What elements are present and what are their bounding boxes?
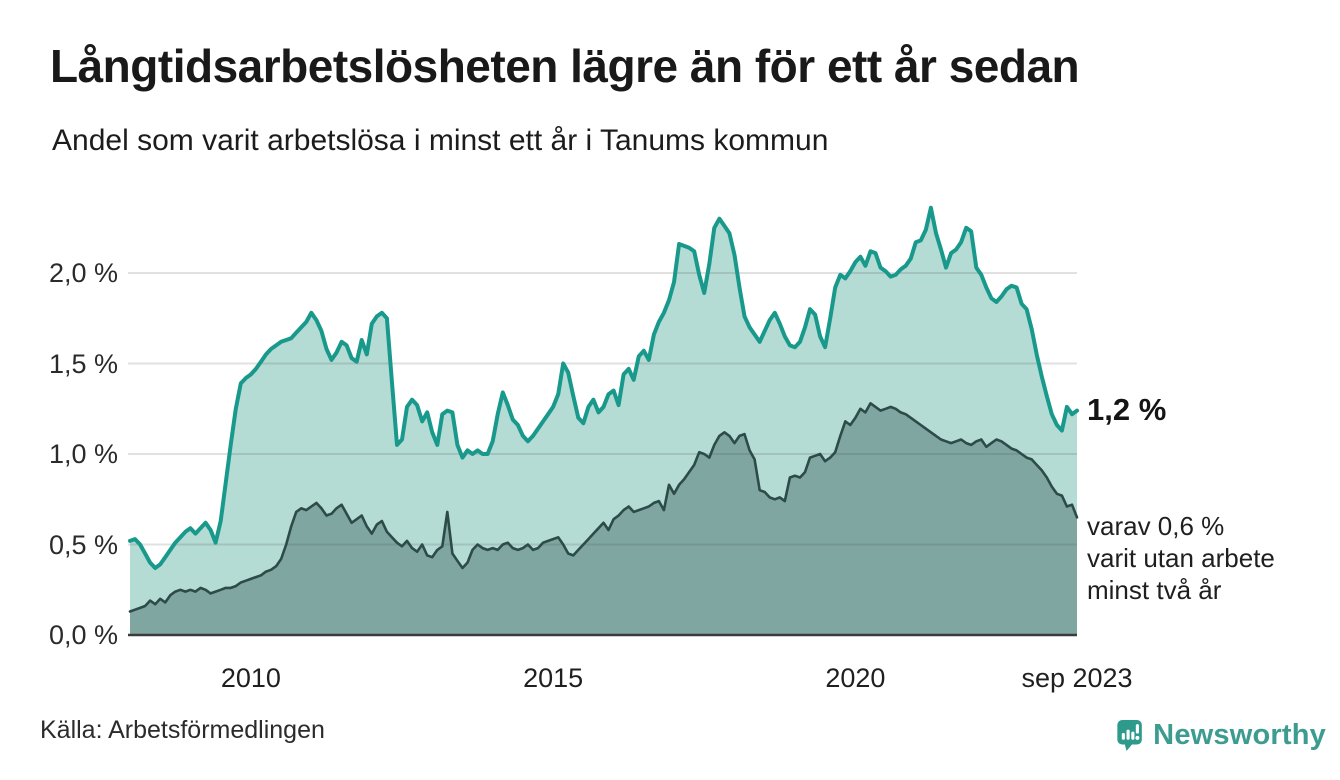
page-subtitle: Andel som varit arbetslösa i minst ett å… xyxy=(52,124,829,157)
x-tick-label: sep 2023 xyxy=(1021,663,1133,693)
x-tick-label: 2015 xyxy=(523,663,584,693)
y-tick-label: 0,0 % xyxy=(48,620,118,650)
line-two-years xyxy=(128,401,1079,613)
x-tick-label: 2020 xyxy=(825,663,886,693)
line-one-year xyxy=(128,205,1079,570)
note-line-3: minst två år xyxy=(1087,575,1222,605)
note-line-1: varav 0,6 % xyxy=(1087,511,1225,541)
y-tick-label: 2,0 % xyxy=(48,258,118,288)
y-tick-label: 1,0 % xyxy=(48,439,118,469)
newsworthy-logo: Newsworthy xyxy=(1116,710,1326,760)
secondary-value-annotation: varav 0,6 % varit utan arbete minst två … xyxy=(1087,510,1275,606)
page-title: Långtidsarbetslösheten lägre än för ett … xyxy=(50,40,1080,92)
source-note: Källa: Arbetsförmedlingen xyxy=(40,716,325,744)
newsworthy-wordmark: Newsworthy xyxy=(1153,718,1326,751)
bar-chart-speech-bubble-icon xyxy=(1117,720,1142,751)
note-line-2: varit utan arbete xyxy=(1087,543,1275,573)
area-fill-two-years xyxy=(130,403,1077,635)
x-tick-label: 2010 xyxy=(220,663,281,693)
y-tick-label: 0,5 % xyxy=(48,529,118,560)
y-tick-label: 1,5 % xyxy=(48,348,118,379)
latest-value-annotation: 1,2 % xyxy=(1087,392,1167,427)
